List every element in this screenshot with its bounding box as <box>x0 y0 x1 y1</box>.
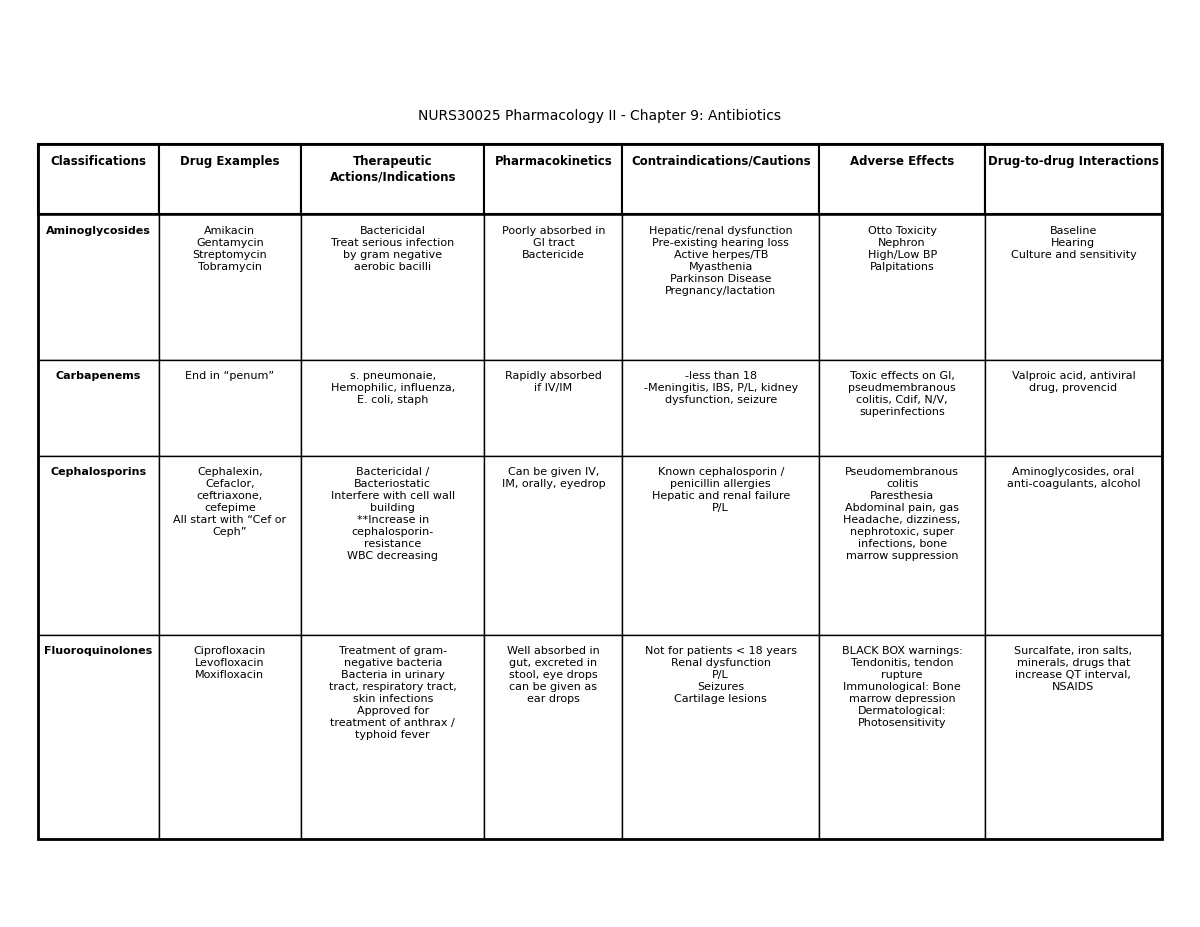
Text: Classifications: Classifications <box>50 155 146 168</box>
Text: Toxic effects on GI,
pseudmembranous
colitis, Cdif, N/V,
superinfections: Toxic effects on GI, pseudmembranous col… <box>848 372 956 417</box>
Bar <box>301 361 485 456</box>
Text: Otto Toxicity
Nephron
High/Low BP
Palpitations: Otto Toxicity Nephron High/Low BP Palpit… <box>868 225 937 272</box>
Text: End in “penum”: End in “penum” <box>185 372 275 381</box>
Text: Treatment of gram-
negative bacteria
Bacteria in urinary
tract, respiratory trac: Treatment of gram- negative bacteria Bac… <box>329 646 457 740</box>
Text: Valproic acid, antiviral
drug, provencid: Valproic acid, antiviral drug, provencid <box>1012 372 1135 393</box>
Text: Cephalosporins: Cephalosporins <box>50 467 146 477</box>
Text: NURS30025 Pharmacology II - Chapter 9: Antibiotics: NURS30025 Pharmacology II - Chapter 9: A… <box>419 108 781 123</box>
Text: Rapidly absorbed
if IV/IM: Rapidly absorbed if IV/IM <box>505 372 602 393</box>
Text: Aminoglycosides, oral
anti-coagulants, alcohol: Aminoglycosides, oral anti-coagulants, a… <box>1007 467 1140 489</box>
Bar <box>158 144 301 214</box>
Text: Drug-to-drug Interactions: Drug-to-drug Interactions <box>988 155 1159 168</box>
Bar <box>38 635 158 839</box>
Bar <box>38 456 158 635</box>
Bar <box>38 144 1162 839</box>
Text: Can be given IV,
IM, orally, eyedrop: Can be given IV, IM, orally, eyedrop <box>502 467 605 489</box>
Text: s. pneumonaie,
Hemophilic, influenza,
E. coli, staph: s. pneumonaie, Hemophilic, influenza, E.… <box>331 372 455 405</box>
Bar <box>820 456 985 635</box>
Text: Surcalfate, iron salts,
minerals, drugs that
increase QT interval,
NSAIDS: Surcalfate, iron salts, minerals, drugs … <box>1014 646 1133 692</box>
Bar <box>485 361 623 456</box>
Bar <box>623 635 820 839</box>
Bar <box>985 361 1162 456</box>
Bar <box>820 361 985 456</box>
Bar <box>623 361 820 456</box>
Bar <box>301 635 485 839</box>
Text: Baseline
Hearing
Culture and sensitivity: Baseline Hearing Culture and sensitivity <box>1010 225 1136 260</box>
Bar <box>38 144 158 214</box>
Text: Ciprofloxacin
Levofloxacin
Moxifloxacin: Ciprofloxacin Levofloxacin Moxifloxacin <box>193 646 266 680</box>
Bar <box>485 635 623 839</box>
Text: Aminoglycosides: Aminoglycosides <box>46 225 151 235</box>
Bar <box>985 456 1162 635</box>
Bar <box>623 214 820 361</box>
Text: Bactericidal /
Bacteriostatic
Interfere with cell wall
building
**Increase in
ce: Bactericidal / Bacteriostatic Interfere … <box>331 467 455 561</box>
Bar <box>623 456 820 635</box>
Text: -less than 18
-Meningitis, IBS, P/L, kidney
dysfunction, seizure: -less than 18 -Meningitis, IBS, P/L, kid… <box>643 372 798 405</box>
Bar <box>158 361 301 456</box>
Text: Known cephalosporin /
penicillin allergies
Hepatic and renal failure
P/L: Known cephalosporin / penicillin allergi… <box>652 467 790 513</box>
Bar <box>485 214 623 361</box>
Text: Fluoroquinolones: Fluoroquinolones <box>44 646 152 656</box>
Text: Therapeutic
Actions/Indications: Therapeutic Actions/Indications <box>330 155 456 184</box>
Bar <box>158 214 301 361</box>
Text: Poorly absorbed in
GI tract
Bactericide: Poorly absorbed in GI tract Bactericide <box>502 225 605 260</box>
Bar <box>485 456 623 635</box>
Bar <box>820 144 985 214</box>
Text: Pseudomembranous
colitis
Paresthesia
Abdominal pain, gas
Headache, dizziness,
ne: Pseudomembranous colitis Paresthesia Abd… <box>844 467 961 561</box>
Text: Well absorbed in
gut, excreted in
stool, eye drops
can be given as
ear drops: Well absorbed in gut, excreted in stool,… <box>508 646 600 705</box>
Text: Bactericidal
Treat serious infection
by gram negative
aerobic bacilli: Bactericidal Treat serious infection by … <box>331 225 455 272</box>
Text: Contraindications/Cautions: Contraindications/Cautions <box>631 155 810 168</box>
Text: Pharmacokinetics: Pharmacokinetics <box>494 155 612 168</box>
Bar <box>985 214 1162 361</box>
Bar <box>623 144 820 214</box>
Bar <box>38 361 158 456</box>
Text: Hepatic/renal dysfunction
Pre-existing hearing loss
Active herpes/TB
Myasthenia
: Hepatic/renal dysfunction Pre-existing h… <box>649 225 792 296</box>
Bar <box>158 456 301 635</box>
Text: Amikacin
Gentamycin
Streptomycin
Tobramycin: Amikacin Gentamycin Streptomycin Tobramy… <box>192 225 268 272</box>
Bar <box>301 144 485 214</box>
Bar <box>820 214 985 361</box>
Text: Not for patients < 18 years
Renal dysfunction
P/L
Seizures
Cartilage lesions: Not for patients < 18 years Renal dysfun… <box>644 646 797 705</box>
Text: Cephalexin,
Cefaclor,
ceftriaxone,
cefepime
All start with “Cef or
Ceph”: Cephalexin, Cefaclor, ceftriaxone, cefep… <box>173 467 287 537</box>
Text: Carbapenems: Carbapenems <box>56 372 142 381</box>
Bar <box>820 635 985 839</box>
Bar <box>38 214 158 361</box>
Bar <box>301 456 485 635</box>
Bar <box>301 214 485 361</box>
Text: BLACK BOX warnings:
Tendonitis, tendon
rupture
Immunological: Bone
marrow depres: BLACK BOX warnings: Tendonitis, tendon r… <box>841 646 962 728</box>
Bar <box>985 635 1162 839</box>
Text: Adverse Effects: Adverse Effects <box>850 155 954 168</box>
Bar <box>158 635 301 839</box>
Text: Drug Examples: Drug Examples <box>180 155 280 168</box>
Bar <box>485 144 623 214</box>
Bar <box>985 144 1162 214</box>
